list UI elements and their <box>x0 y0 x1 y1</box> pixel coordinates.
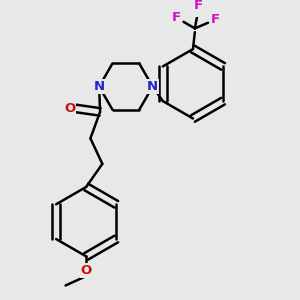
Text: O: O <box>64 102 76 115</box>
Text: F: F <box>172 11 181 24</box>
Text: O: O <box>81 264 92 277</box>
Text: N: N <box>94 80 105 93</box>
Text: F: F <box>194 0 203 12</box>
Text: N: N <box>147 80 158 93</box>
Text: F: F <box>211 13 220 26</box>
